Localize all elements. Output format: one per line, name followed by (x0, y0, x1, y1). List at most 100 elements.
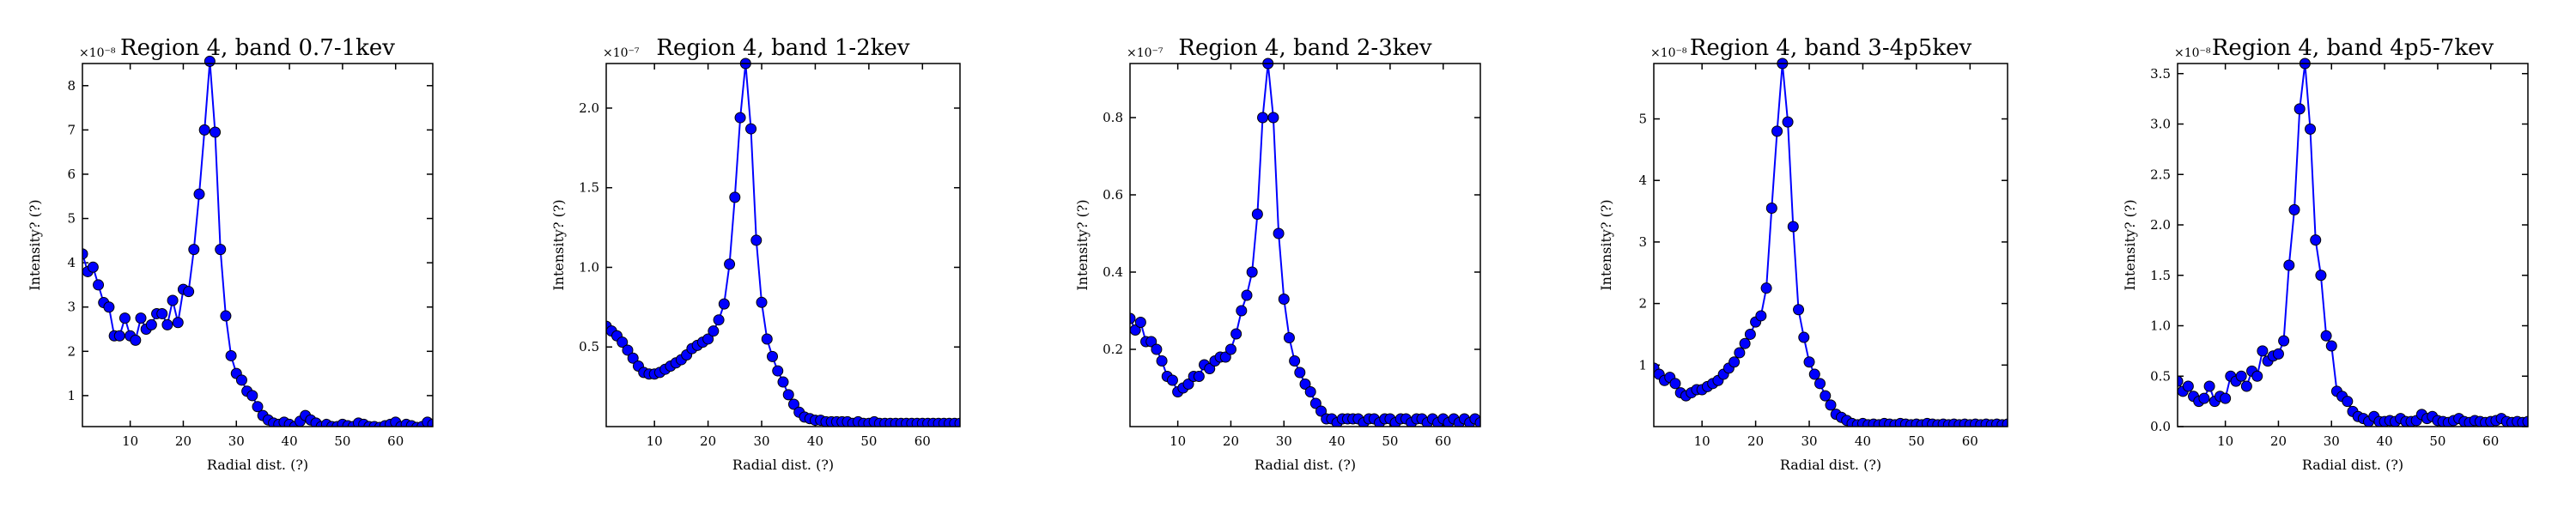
data-point (734, 112, 746, 124)
data-point (617, 336, 629, 348)
data-point (761, 333, 773, 345)
data-point (702, 333, 714, 345)
data-point (1765, 202, 1777, 214)
data-point (1793, 304, 1805, 316)
data-point (215, 244, 227, 256)
x-tick-label: 20 (1223, 433, 1239, 449)
y-tick-label: 3.5 (2150, 66, 2171, 82)
chart-title: Region 4, band 0.7-1kev (120, 35, 395, 61)
data-point (1315, 405, 1327, 417)
data-point (724, 258, 736, 270)
x-tick-label: 50 (1382, 433, 1398, 449)
data-point (2283, 259, 2295, 271)
data-point (767, 350, 779, 362)
data-point (113, 330, 125, 342)
data-point (427, 418, 433, 427)
y-tick-label: 0.6 (1103, 187, 1123, 203)
chart-panel-2: 10 20 30 40 50 60 0.5 1.0 1.5 2.0 Region 4, band 1… (550, 35, 961, 473)
chart-title: Region 4, band 4p5-7kev (2212, 35, 2494, 61)
x-tick-label: 30 (753, 433, 769, 449)
x-tick-label: 40 (1329, 433, 1346, 449)
x-tick-label: 40 (2377, 433, 2393, 449)
data-point (220, 310, 232, 322)
data-point (135, 312, 147, 324)
y-tick-label: 0.5 (2150, 368, 2171, 384)
data-point (1289, 355, 1301, 367)
data-point (1182, 379, 1194, 390)
data-point (1808, 368, 1820, 380)
y-tick-label: 4 (67, 255, 76, 270)
data-point (1151, 343, 1163, 355)
y-axis-label: Intensity? (?) (1074, 199, 1091, 290)
data-point (1257, 112, 1269, 124)
y-tick-label: 7 (67, 122, 76, 137)
data-point (1251, 209, 1263, 220)
y-tick-label: 1.5 (2150, 268, 2171, 283)
y-tick-label: 0.5 (579, 339, 599, 354)
data-point (118, 312, 131, 324)
y-tick-label: 6 (67, 167, 76, 182)
data-point (2522, 415, 2528, 427)
data-point (729, 191, 741, 203)
data-point (193, 188, 205, 200)
x-tick-label: 30 (2324, 433, 2340, 449)
data-point (2251, 370, 2263, 382)
y-tick-label: 1.0 (2150, 318, 2171, 334)
data-point (1224, 343, 1236, 355)
data-point (103, 301, 115, 313)
data-point (2325, 340, 2337, 352)
data-point (787, 398, 799, 410)
data-point (2288, 203, 2300, 215)
x-tick-label: 40 (1855, 433, 1871, 449)
y-tick-label: 3.0 (2150, 117, 2171, 132)
axes-frame (1129, 63, 1481, 427)
axis-exponent: ×10⁻⁸ (1650, 46, 1687, 60)
x-tick-label: 50 (1908, 433, 1924, 449)
data-point (1798, 331, 1810, 343)
x-tick-label: 60 (387, 433, 404, 449)
x-tick-label: 10 (647, 433, 663, 449)
y-tick-label: 1.5 (579, 180, 599, 196)
data-point (145, 318, 157, 330)
x-tick-label: 10 (2217, 433, 2233, 449)
data-point (718, 298, 730, 310)
data-point (782, 389, 794, 401)
x-tick-label: 20 (700, 433, 716, 449)
data-point (1309, 397, 1321, 409)
series-group (1654, 58, 2008, 427)
data-point (1739, 337, 1751, 349)
x-tick-label: 60 (1962, 433, 1978, 449)
y-tick-label: 2.0 (2150, 217, 2171, 233)
chart-title: Region 4, band 3-4p5kev (1690, 35, 1972, 61)
x-tick-label: 30 (228, 433, 245, 449)
x-tick-label: 20 (2270, 433, 2287, 449)
data-point (1299, 379, 1311, 390)
data-point (772, 365, 784, 377)
data-point (777, 376, 789, 388)
data-point (2278, 335, 2290, 347)
data-point (1204, 363, 1216, 374)
series-line (1130, 63, 1480, 424)
data-point (954, 417, 960, 427)
y-axis-label: Intensity? (?) (27, 199, 43, 290)
data-point (82, 248, 88, 260)
axes-frame (605, 63, 961, 427)
x-tick-label: 50 (2429, 433, 2445, 449)
data-point (225, 349, 237, 361)
y-tick-label: 8 (67, 78, 76, 94)
data-point (2182, 380, 2194, 392)
y-tick-label: 0.2 (1103, 342, 1123, 357)
y-tick-label: 2.5 (2150, 167, 2171, 182)
axis-exponent: ×10⁻⁷ (603, 46, 640, 60)
axis-exponent: ×10⁻⁸ (2174, 46, 2211, 60)
y-tick-label: 1.0 (579, 259, 599, 275)
data-point (1820, 390, 1832, 402)
y-tick-label: 2 (1638, 296, 1647, 312)
data-point (1304, 386, 1316, 397)
x-tick-label: 30 (1801, 433, 1817, 449)
data-point (156, 307, 168, 319)
data-point (2305, 123, 2317, 135)
data-point (1669, 378, 1681, 390)
series-line (1654, 63, 2008, 426)
